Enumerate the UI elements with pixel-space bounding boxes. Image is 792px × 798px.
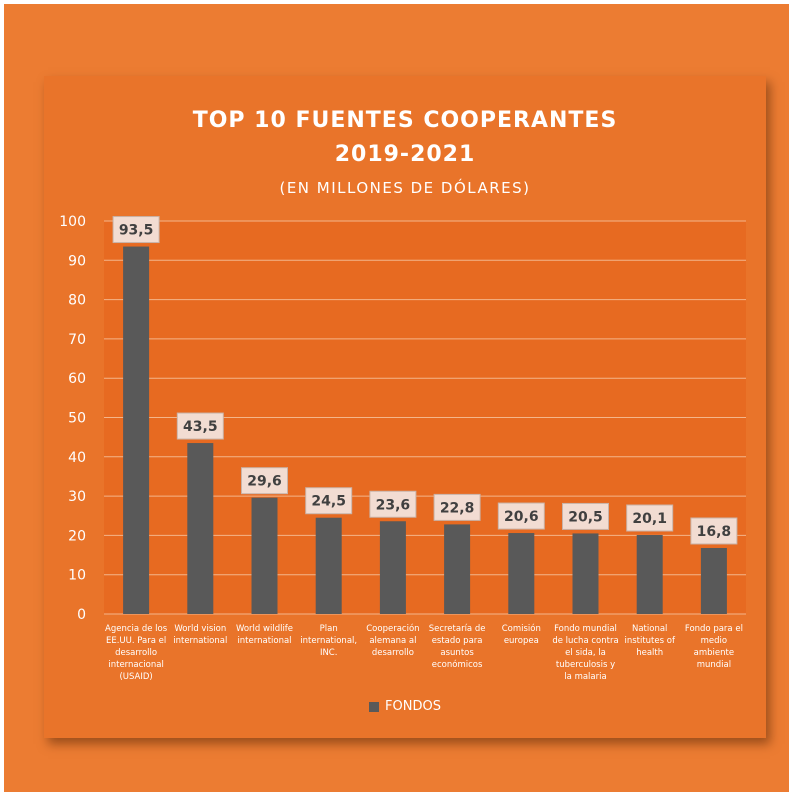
- x-tick-label: mundial: [697, 660, 731, 670]
- bar: [251, 497, 278, 614]
- bar: [123, 246, 150, 615]
- data-label: 20,5: [568, 509, 603, 525]
- x-tick-label: Plan: [320, 624, 338, 634]
- x-tick-label: europea: [504, 636, 539, 646]
- data-label-box: [241, 467, 288, 495]
- data-label: 24,5: [311, 494, 346, 510]
- bar: [444, 524, 471, 614]
- y-tick-label: 90: [68, 253, 86, 269]
- y-tick-label: 0: [77, 607, 86, 623]
- data-label-box: [305, 487, 353, 515]
- x-tick-label: health: [636, 648, 663, 658]
- x-tick-label: institutes of: [624, 636, 675, 646]
- x-tick-label: EE.UU. Para el: [106, 636, 166, 646]
- x-tick-label: international: [237, 636, 291, 646]
- legend-label: FONDOS: [385, 699, 441, 714]
- bar: [508, 533, 535, 614]
- data-label: 29,6: [247, 474, 282, 490]
- bar: [315, 517, 342, 614]
- y-tick-label: 100: [59, 214, 86, 230]
- y-tick-label: 80: [68, 293, 86, 309]
- y-tick-label: 50: [68, 411, 86, 427]
- x-tick-label: el sida, la: [565, 648, 606, 658]
- x-tick-label: Secretaría de: [429, 624, 486, 634]
- x-tick-label: la malaria: [564, 672, 606, 682]
- y-tick-label: 10: [68, 568, 86, 584]
- x-tick-label: INC.: [320, 648, 338, 658]
- x-tick-label: international,: [300, 636, 357, 646]
- x-tick-label: Comisión: [502, 623, 541, 634]
- y-tick-label: 60: [68, 371, 86, 387]
- x-tick-label: Fondo mundial: [554, 624, 617, 634]
- y-tick-label: 70: [68, 332, 86, 348]
- x-tick-label: National: [632, 624, 667, 634]
- data-label-box: [562, 502, 609, 530]
- x-tick-label: (USAID): [119, 672, 152, 682]
- data-label-box: [369, 490, 417, 518]
- data-label: 16,8: [697, 524, 732, 540]
- legend-swatch: [369, 701, 380, 712]
- x-tick-label: tuberculosis y: [556, 660, 615, 670]
- data-label: 43,5: [183, 419, 218, 435]
- bar-chart: 0 10 20 30 40 50 60 70 80 90 100 93,5 Agencia de los…: [59, 214, 746, 682]
- data-label-box: [112, 216, 160, 244]
- x-tick-label: de lucha contra: [552, 636, 618, 646]
- bar: [700, 547, 727, 614]
- data-label-box: [497, 502, 545, 530]
- data-label-box: [433, 493, 481, 521]
- x-tick-label: medio: [701, 636, 727, 646]
- y-tick-label: 20: [68, 528, 86, 544]
- data-label-box: [626, 504, 674, 532]
- x-tick-label: alemana al: [369, 636, 416, 646]
- x-tick-label: internacional: [108, 660, 163, 670]
- x-tick-label: Agencia de los: [105, 624, 168, 634]
- data-label: 93,5: [119, 223, 154, 239]
- data-label-box: [690, 517, 738, 545]
- data-label: 22,8: [440, 500, 475, 516]
- data-label: 23,6: [376, 497, 411, 513]
- chart-title-years: 2019-2021: [334, 142, 476, 167]
- x-tick-label: Fondo para el: [685, 624, 743, 634]
- x-tick-label: asuntos: [440, 648, 474, 658]
- bar: [572, 533, 599, 614]
- x-tick-label: international: [173, 636, 227, 646]
- x-tick-label: económicos: [432, 659, 483, 670]
- x-tick-label: ambiente: [694, 648, 734, 658]
- x-tick-label: World wildlife: [236, 624, 293, 634]
- y-tick-label: 40: [68, 450, 86, 466]
- chart-panel: TOP 10 FUENTES COOPERANTES 2019-2021 (EN…: [44, 76, 766, 738]
- chart-legend: FONDOS: [44, 699, 766, 714]
- x-tick-label: desarrollo: [372, 648, 414, 658]
- x-tick-label: desarrollo: [115, 648, 157, 658]
- bar: [379, 521, 406, 614]
- x-tick-label: Cooperación: [366, 623, 419, 634]
- bar: [187, 443, 214, 614]
- bar: [636, 535, 663, 614]
- x-tick-label: World vision: [174, 624, 226, 634]
- outer-background: TOP 10 FUENTES COOPERANTES 2019-2021 (EN…: [4, 4, 789, 792]
- chart-title: TOP 10 FUENTES COOPERANTES: [192, 108, 618, 133]
- y-tick-label: 30: [68, 489, 86, 505]
- data-label: 20,6: [504, 509, 539, 525]
- data-label: 20,1: [632, 511, 667, 527]
- x-tick-label: estado para: [432, 636, 483, 646]
- data-label-box: [176, 412, 224, 440]
- chart-subtitle: (EN MILLONES DE DÓLARES): [279, 179, 531, 197]
